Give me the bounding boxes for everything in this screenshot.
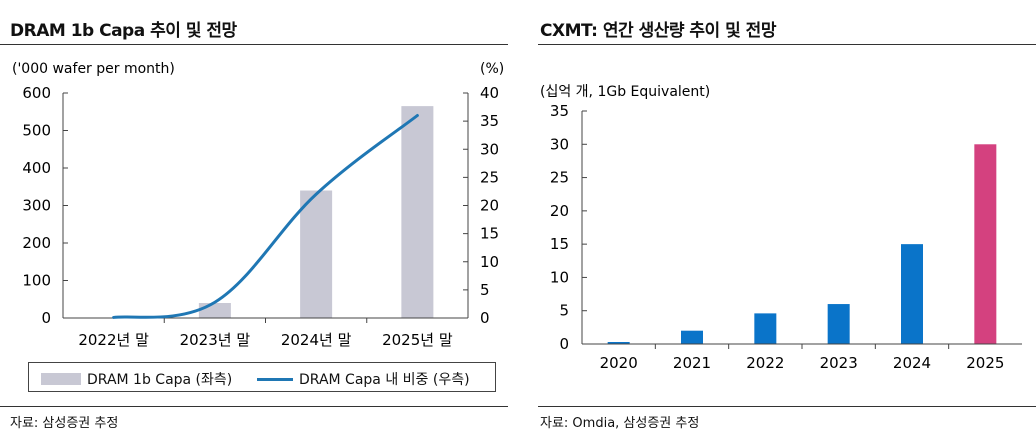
left-y-tick-label: 300: [22, 197, 51, 215]
right-chart-unit-label: (십억 개, 1Gb Equivalent): [540, 84, 710, 100]
x-tick-label: 2024년 말: [281, 331, 352, 349]
left-y-tick-label: 100: [22, 272, 51, 290]
right-chart-panel: CXMT: 연간 생산량 추이 및 전망 (십억 개, 1Gb Equivale…: [538, 0, 1036, 442]
right-y-tick-label: 35: [480, 112, 499, 130]
left-chart-panel: DRAM 1b Capa 추이 및 전망 ('000 wafer per mon…: [0, 0, 508, 442]
left-axis-unit-label: ('000 wafer per month): [12, 61, 175, 77]
capa-bar: [198, 303, 231, 318]
x-tick-label: 2024: [893, 354, 931, 372]
right-source-note: 자료: Omdia, 삼성증권 추정: [540, 416, 700, 431]
left-y-tick-label: 0: [41, 309, 51, 327]
x-tick-label: 2025년 말: [382, 331, 453, 349]
right-y-tick-label: 10: [480, 253, 499, 271]
right-y-tick-label: 15: [480, 225, 499, 243]
share-line: [112, 114, 419, 319]
y-tick-label: 5: [559, 302, 569, 320]
y-tick-label: 25: [550, 169, 569, 187]
right-title-rule: [538, 44, 1036, 45]
capa-bar: [300, 190, 333, 318]
y-tick-label: 30: [550, 135, 569, 153]
y-tick-label: 20: [550, 202, 569, 220]
legend-line-label: DRAM Capa 내 비중 (우측): [299, 372, 470, 388]
y-tick-label: 10: [550, 268, 569, 286]
left-source-note: 자료: 삼성증권 추정: [10, 416, 119, 431]
left-chart-title: DRAM 1b Capa 추이 및 전망: [10, 21, 237, 41]
left-y-tick-label: 200: [22, 234, 51, 252]
x-tick-label: 2020: [600, 354, 638, 372]
legend-bar-label: DRAM 1b Capa (좌측): [87, 372, 233, 388]
x-tick-label: 2025: [966, 354, 1004, 372]
x-tick-label: 2023: [820, 354, 858, 372]
left-y-tick-label: 400: [22, 159, 51, 177]
legend-item-bar: DRAM 1b Capa (좌측): [41, 369, 232, 389]
right-y-tick-label: 40: [480, 84, 499, 102]
right-y-tick-label: 30: [480, 140, 499, 158]
production-bar: [827, 304, 850, 344]
right-y-tick-label: 5: [480, 281, 490, 299]
left-y-tick-label: 500: [22, 122, 51, 140]
production-bar: [974, 144, 997, 344]
right-y-tick-label: 25: [480, 168, 499, 186]
x-tick-label: 2022: [746, 354, 784, 372]
left-title-rule: [0, 44, 508, 45]
y-tick-label: 0: [559, 335, 569, 353]
legend-item-line: DRAM Capa 내 비중 (우측): [257, 369, 470, 389]
right-axis-unit-label: (%): [480, 61, 504, 77]
line-swatch-icon: [257, 377, 293, 381]
left-y-tick-label: 600: [22, 84, 51, 102]
y-tick-label: 35: [550, 102, 569, 120]
dram-capa-chart: ('000 wafer per month) (%) 0100200300400…: [12, 61, 504, 349]
right-source-rule: [538, 406, 1036, 407]
x-tick-label: 2023년 말: [180, 331, 251, 349]
right-y-tick-label: 20: [480, 197, 499, 215]
right-chart-title: CXMT: 연간 생산량 추이 및 전망: [540, 21, 776, 41]
capa-bar: [401, 106, 434, 318]
right-y-tick-label: 0: [480, 309, 490, 327]
chart-legend: DRAM 1b Capa (좌측) DRAM Capa 내 비중 (우측): [28, 362, 496, 392]
x-tick-label: 2022년 말: [78, 331, 149, 349]
x-tick-label: 2021: [673, 354, 711, 372]
production-bar: [901, 244, 923, 344]
left-source-rule: [0, 406, 508, 407]
bar-swatch-icon: [41, 373, 81, 385]
production-bar: [754, 313, 777, 344]
y-tick-label: 15: [550, 235, 569, 253]
production-bar: [681, 330, 703, 344]
production-bar: [607, 342, 630, 344]
